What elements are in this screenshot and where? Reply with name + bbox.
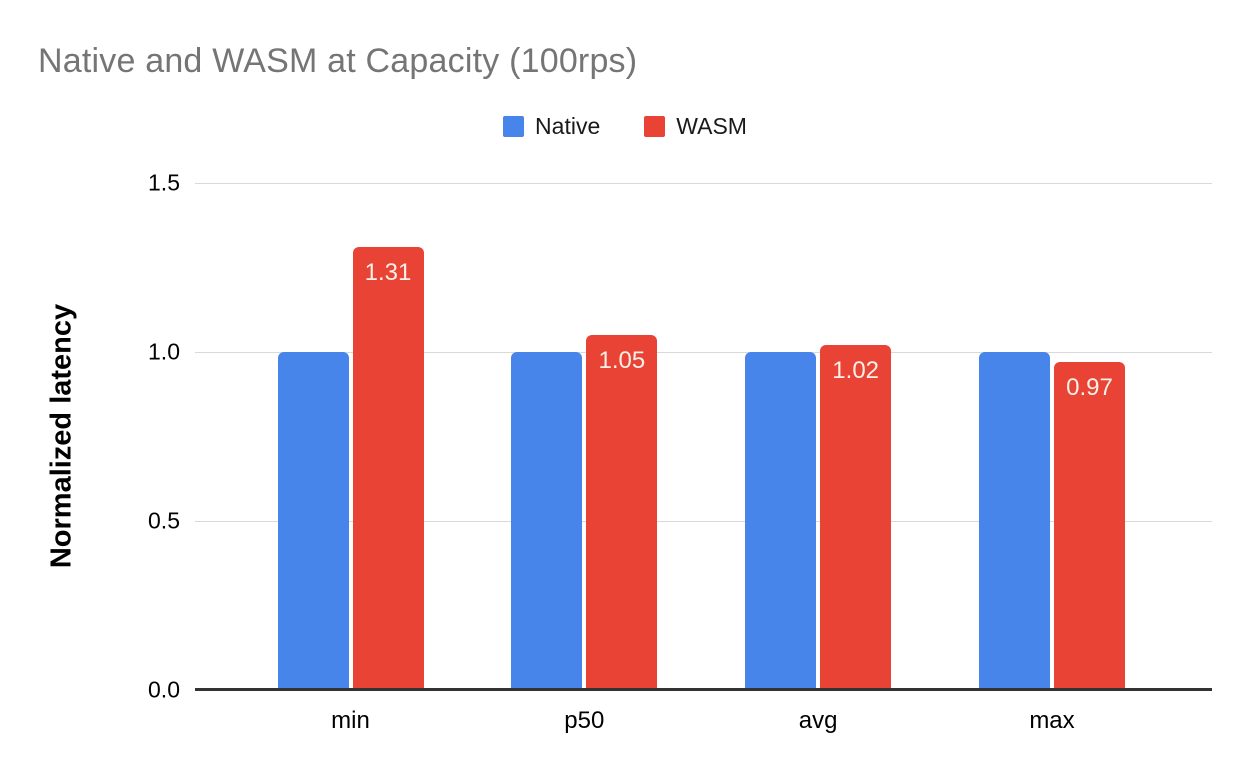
bar-wasm-p50: 1.05 bbox=[586, 335, 658, 690]
chart-title: Native and WASM at Capacity (100rps) bbox=[38, 42, 638, 80]
y-tick-label: 0.5 bbox=[148, 507, 180, 534]
gridline bbox=[195, 352, 1212, 353]
x-axis-baseline bbox=[195, 688, 1212, 691]
bar-value-label: 1.02 bbox=[832, 357, 880, 385]
x-axis-label-min: min bbox=[331, 707, 370, 734]
legend-item-native: Native bbox=[503, 113, 600, 140]
gridline bbox=[195, 521, 1212, 522]
y-axis-title: Normalized latency bbox=[45, 303, 78, 569]
y-tick-label: 0.0 bbox=[148, 676, 180, 703]
legend-label: WASM bbox=[676, 113, 747, 139]
legend: Native WASM bbox=[0, 113, 1250, 140]
bar-native-avg bbox=[745, 352, 817, 690]
legend-item-wasm: WASM bbox=[644, 113, 747, 140]
x-axis-label-max: max bbox=[1029, 707, 1075, 734]
x-axis-label-avg: avg bbox=[798, 707, 838, 734]
y-tick-label: 1.0 bbox=[148, 338, 180, 365]
bar-native-max bbox=[978, 352, 1050, 690]
bar-value-label: 1.05 bbox=[598, 347, 646, 375]
bar-wasm-min: 1.31 bbox=[352, 247, 424, 690]
bar-wasm-max: 0.97 bbox=[1053, 362, 1125, 690]
x-axis-label-p50: p50 bbox=[564, 707, 605, 734]
legend-label: Native bbox=[535, 113, 601, 139]
bar-native-min bbox=[277, 352, 349, 690]
bar-value-label: 1.31 bbox=[364, 259, 412, 287]
legend-swatch-wasm bbox=[644, 116, 666, 137]
bar-native-p50 bbox=[511, 352, 583, 690]
y-tick-label: 1.5 bbox=[148, 169, 180, 196]
plot-area: 0.0 0.5 1.0 1.5 1.31 min 1.05 p50 1.02 avg 0.97 max bbox=[148, 170, 1212, 734]
bar-value-label: 0.97 bbox=[1066, 374, 1113, 402]
legend-swatch-native bbox=[503, 116, 525, 137]
bar-wasm-avg: 1.02 bbox=[820, 345, 892, 690]
gridline bbox=[195, 183, 1212, 184]
